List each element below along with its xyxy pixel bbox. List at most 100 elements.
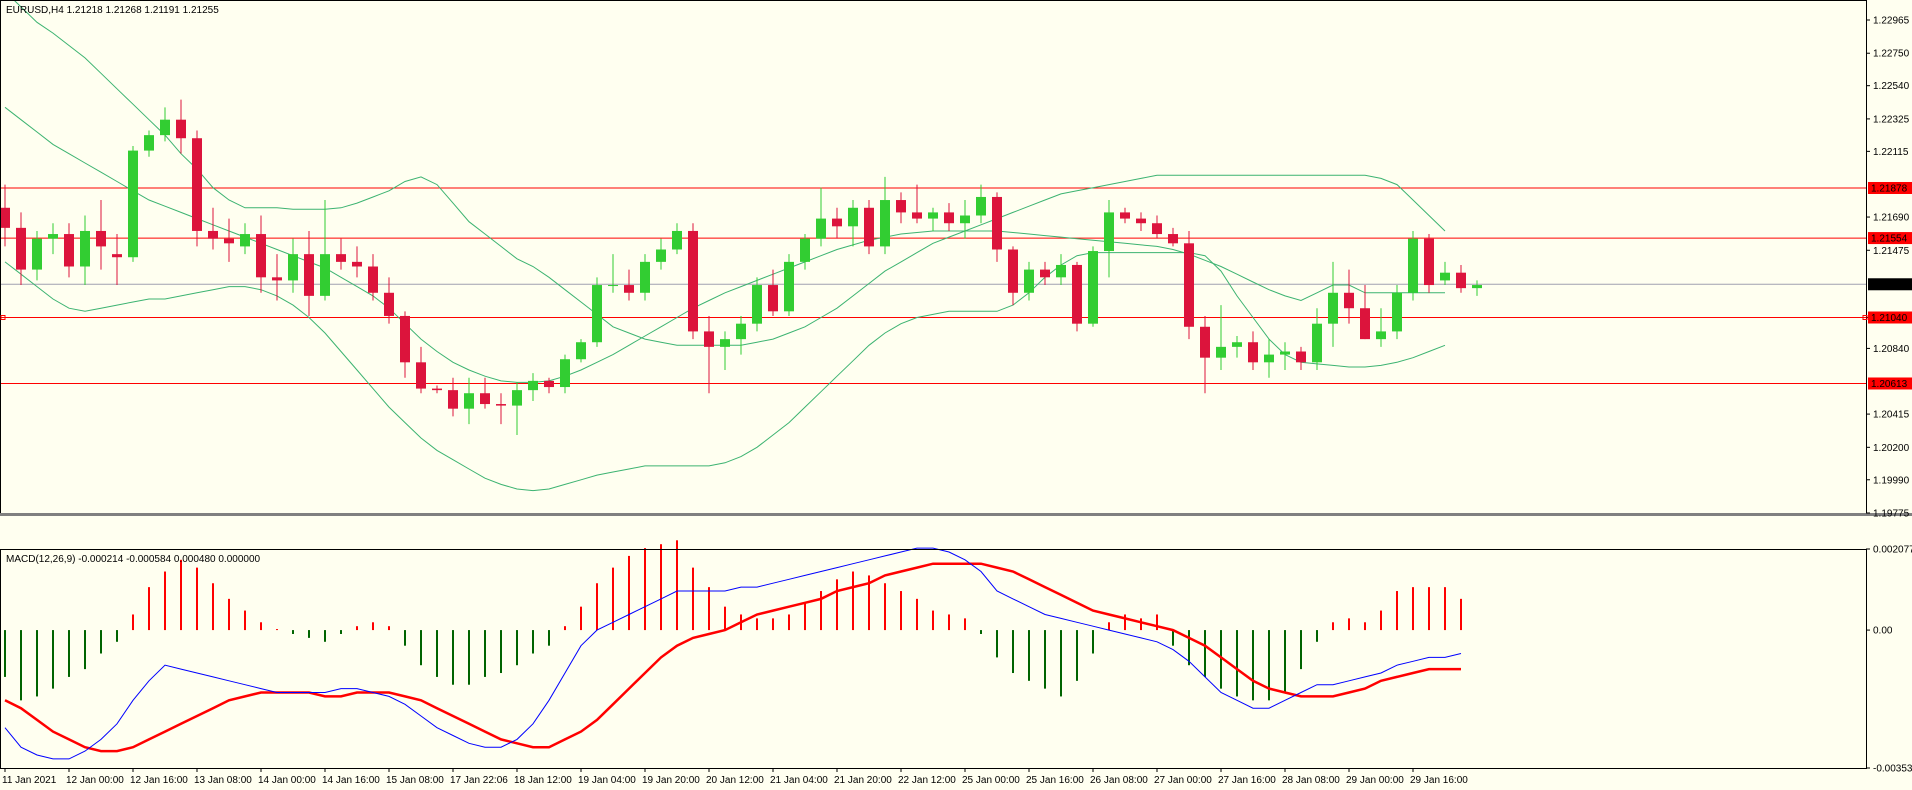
candle-bear (208, 230, 218, 239)
candle-bear (176, 119, 186, 139)
price-tick-label: 1.20200 (1873, 443, 1910, 454)
time-tick-label: 21 Jan 04:00 (770, 775, 828, 786)
time-tick-label: 12 Jan 00:00 (66, 775, 124, 786)
price-tick-label: 1.22750 (1873, 49, 1910, 60)
candle-bear (304, 254, 314, 296)
candle-bear (1344, 292, 1354, 309)
time-tick-label: 20 Jan 12:00 (706, 775, 764, 786)
time-tick-label: 25 Jan 00:00 (962, 775, 1020, 786)
level-price-label: 1.20613 (1871, 379, 1908, 390)
time-tick-label: 18 Jan 12:00 (514, 775, 572, 786)
candle-bear (704, 331, 714, 347)
candle-bull (784, 261, 794, 312)
macd-pane[interactable] (4, 540, 1462, 760)
candle-bear (400, 315, 410, 363)
candle-bear (1360, 308, 1370, 340)
time-tick-label: 21 Jan 20:00 (834, 775, 892, 786)
level-price-tag (1868, 377, 1912, 390)
candle-bear (1040, 269, 1050, 278)
candle-bull (1440, 272, 1450, 281)
candle-bear (544, 380, 554, 388)
candle-bull (128, 150, 138, 258)
candle-bear (480, 393, 490, 405)
candle-bear (416, 362, 426, 389)
macd-tick-label: 0.002077 (1873, 545, 1912, 556)
macd-signal-line (4, 562, 1461, 753)
level-anchor-icon (0, 315, 6, 320)
macd-tick-label: -0.003533 (1873, 764, 1912, 775)
price-tick-label: 1.22965 (1873, 16, 1910, 27)
time-tick-label: 15 Jan 08:00 (386, 775, 444, 786)
candle-bull (1408, 238, 1418, 293)
time-tick-label: 17 Jan 22:06 (450, 775, 508, 786)
price-tick-label: 1.20840 (1873, 344, 1910, 355)
candle-bull (1376, 331, 1386, 340)
time-tick-label: 29 Jan 00:00 (1346, 775, 1404, 786)
macd-title: MACD(12,26,9) -0.000214 -0.000584 0.0004… (6, 554, 261, 565)
candle-bull (160, 119, 170, 136)
price-tick-label: 1.22115 (1873, 147, 1909, 158)
candle-bull (288, 254, 298, 281)
candle-bull (928, 212, 938, 219)
candle-bull (848, 207, 858, 227)
candle-bear (1424, 238, 1434, 286)
level-price-label: 1.21554 (1871, 234, 1908, 245)
candle-bear (16, 227, 26, 270)
candle-bear (112, 254, 122, 258)
candle-bull (880, 200, 890, 247)
candle-bull (816, 218, 826, 239)
level-anchor-icon (1862, 315, 1868, 320)
time-tick-label: 29 Jan 16:00 (1410, 775, 1468, 786)
price-pane[interactable] (0, 0, 1866, 492)
candle-bull (1264, 354, 1274, 363)
candle-bear (1248, 342, 1258, 363)
candle-bear (944, 212, 954, 224)
price-chart-title: EURUSD,H4 1.21218 1.21268 1.21191 1.2125… (6, 5, 219, 16)
candle-bear (64, 234, 74, 267)
time-tick-label: 25 Jan 16:00 (1026, 775, 1084, 786)
candle-bull (512, 390, 522, 406)
candle-bull (80, 230, 90, 267)
candle-bear (256, 234, 266, 278)
candle-bear (1008, 249, 1018, 293)
time-tick-label: 11 Jan 2021 (2, 775, 57, 786)
candle-bear (832, 218, 842, 227)
candle-bull (464, 393, 474, 409)
candle-bull (752, 285, 762, 324)
candle-bear (896, 200, 906, 213)
time-tick-label: 19 Jan 20:00 (642, 775, 700, 786)
current-price-label: 1.21255 (1871, 280, 1908, 291)
candle-bull (1280, 351, 1290, 355)
candle-bear (624, 285, 634, 293)
candle-bear (0, 207, 10, 228)
candle-bull (1056, 264, 1066, 278)
candle-bull (1328, 292, 1338, 324)
candle-bull (1088, 251, 1098, 324)
price-tick-label: 1.22540 (1873, 81, 1910, 92)
candle-bear (1072, 264, 1082, 324)
candle-bull (32, 238, 42, 270)
price-tick-label: 1.19775 (1873, 509, 1910, 520)
candle-bull (1472, 285, 1482, 289)
price-tick-label: 1.22325 (1873, 114, 1910, 125)
time-tick-label: 27 Jan 00:00 (1154, 775, 1212, 786)
time-tick-label: 19 Jan 04:00 (578, 775, 636, 786)
candle-bull (560, 359, 570, 388)
macd-main-line (4, 547, 1462, 760)
candle-bull (800, 238, 810, 262)
level-price-tag (1868, 311, 1912, 324)
time-tick-label: 14 Jan 16:00 (322, 775, 380, 786)
macd-pane-frame (0, 549, 1867, 769)
candle-bull (720, 339, 730, 347)
candle-bull (1216, 346, 1226, 358)
candle-bull (576, 342, 586, 360)
candle-bull (672, 230, 682, 250)
candle-bear (1296, 351, 1306, 363)
candle-bear (1168, 234, 1178, 244)
candle-bear (864, 207, 874, 247)
candle-bull (1232, 342, 1242, 347)
candle-bull (608, 285, 618, 287)
